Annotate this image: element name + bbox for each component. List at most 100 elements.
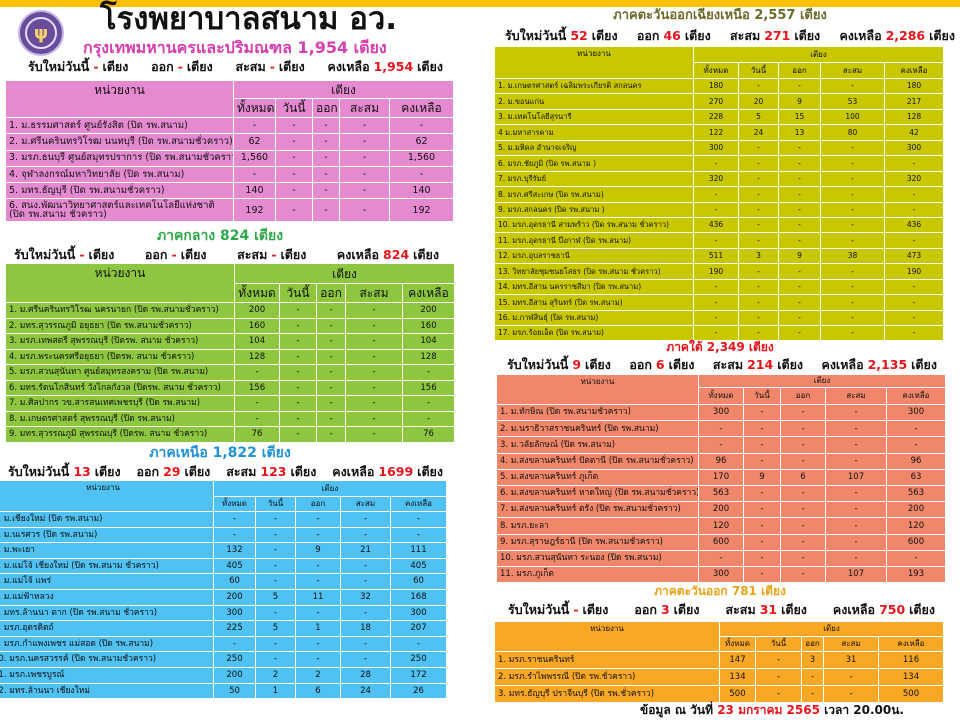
cell-today: - xyxy=(275,133,313,151)
cell-today: - xyxy=(755,668,802,686)
summary-new: รับใหม่วันนี้ 13 เตียง xyxy=(8,465,121,479)
cell-today: - xyxy=(279,333,317,350)
col-header-total: ทั้งหมด xyxy=(719,636,756,652)
summary-unit: เตียง xyxy=(781,602,807,617)
cell-today: - xyxy=(275,116,313,135)
logo: ψ xyxy=(18,10,64,56)
cell-name: 1. มรภ.ราชนครินทร์ xyxy=(494,651,720,669)
summary-out: ออก 29 เตียง xyxy=(136,465,210,479)
cell-total: 511 xyxy=(693,247,739,265)
summary-new: รับใหม่วันนี้ - เตียง xyxy=(508,603,608,617)
cell-cum: - xyxy=(820,170,885,188)
table-subheader-row: ทั้งหมด วันนี้ ออก สะสม คงเหลือ xyxy=(6,98,454,118)
cell-out: 15 xyxy=(778,108,821,126)
cell-total: 436 xyxy=(693,216,739,234)
cell-total: - xyxy=(698,549,744,567)
table-row: 7. ม.ศิลปากร วข.สารสนเทศเพชรบุรี (ปิด รพ… xyxy=(5,395,455,412)
cell-today: - xyxy=(743,565,781,584)
cell-name: 5. ม.มหิดล อำนาจเจริญ xyxy=(494,139,694,157)
cell-total: 192 xyxy=(233,198,276,223)
cell-total: - xyxy=(693,232,739,249)
col-header-today: วันนี้ xyxy=(755,636,802,652)
summary-unit: เตียง xyxy=(280,247,307,262)
table-row: 4. มรภ.พระนครศรีอยุธยา (ปิดรพ. สนาม ชั่ว… xyxy=(5,348,455,365)
cell-total: - xyxy=(693,186,739,203)
col-header-unit: หน่วยงาน xyxy=(496,374,699,405)
table-row: 2. ม.นราธิวาสราชนครินทร์ (ปิด รพ.สนาม) - -… xyxy=(496,420,947,438)
summary-unit: เตียง xyxy=(186,59,213,74)
cell-remain: 200 xyxy=(402,302,455,319)
summary-label: คงเหลือ xyxy=(832,602,876,617)
summary-unit: เตียง xyxy=(290,464,317,479)
table-row: 6. ม.สงขลานครินทร์ หาดใหญ่ (ปิด รพ.สนามช… xyxy=(496,484,947,503)
cell-total: 563 xyxy=(698,484,744,503)
col-header-remain: คงเหลือ xyxy=(389,496,448,512)
cell-cum: - xyxy=(345,410,403,427)
cell-name: 14. มทร.อีสาน นครราชสีมา (ปิด รพ.สนาม) xyxy=(494,278,694,296)
cell-today: 2 xyxy=(255,666,296,684)
table-row: 2. มทร.สุวรรณภูมิ อยุธยา (ปิด รพ.สนามชั่… xyxy=(5,317,455,334)
cell-name: 15. มทร.อีสาน สุรินทร์ (ปิด รพ.สนาม) xyxy=(494,294,694,311)
col-header-unit: หน่วยงาน xyxy=(494,46,694,79)
cell-cum: - xyxy=(820,139,885,157)
summary-label: คงเหลือ xyxy=(839,28,882,43)
cell-out: - xyxy=(780,565,826,584)
cell-out: - xyxy=(295,604,341,622)
cell-out: - xyxy=(316,410,346,427)
summary-label: คงเหลือ xyxy=(336,247,380,262)
table-row: 9. มรภ.สุราษฎร์ธานี (ปิด รพ.สนามชั่วคราว… xyxy=(496,533,947,551)
cell-out: 3 xyxy=(801,651,824,669)
cell-remain: 168 xyxy=(389,588,448,606)
cell-cum: 80 xyxy=(820,124,885,141)
summary-unit: เตียง xyxy=(102,59,129,74)
cell-name: 1. ม.ธรรมศาสตร์ ศูนย์รังสิต (ปิด รพ.สนาม… xyxy=(5,116,234,135)
cell-total: 600 xyxy=(698,533,744,551)
table-row: 9. มรภ.กำแพงเพชร แม่สอด (ปิด รพ.สนาม) - - -… xyxy=(0,635,448,653)
summary-unit: เตียง xyxy=(417,59,443,74)
cell-remain: - xyxy=(389,526,448,544)
summary-value: 214 xyxy=(747,357,774,372)
cell-today: - xyxy=(738,324,779,342)
cell-today: - xyxy=(279,379,317,396)
col-header-cum: สะสม xyxy=(345,283,403,303)
col-header-unit: หน่วยงาน xyxy=(5,80,234,118)
cell-name: 13. วิทยาลัยชุมชนยโสธร (ปิด รพ.สนาม ชั่ว… xyxy=(494,263,694,280)
cell-remain: 500 xyxy=(877,685,945,703)
summary-new: รับใหม่วันนี้ - เตียง xyxy=(14,248,114,262)
cell-remain: - xyxy=(389,635,448,653)
summary-label: รับใหม่วันนี้ xyxy=(28,59,90,74)
col-header-unit: หน่วยงาน xyxy=(5,263,235,303)
cell-total: 228 xyxy=(693,108,739,126)
cell-remain: - xyxy=(389,116,454,135)
region-summary-north: รับใหม่วันนี้ 13 เตียง ออก 29 เตียง สะสม 123 เตี… xyxy=(8,465,443,479)
cell-total: 122 xyxy=(693,124,739,141)
page-title: โรงพยาบาลสนาม อว. xyxy=(100,1,398,37)
cell-today: - xyxy=(279,426,317,443)
summary-unit: เตียง xyxy=(582,602,609,617)
footer-prefix: ข้อมูล ณ วันที่ xyxy=(640,703,714,717)
cell-today: 1 xyxy=(255,682,296,700)
cell-name: 7. มรภ.บุรีรัมย์ xyxy=(494,170,694,188)
cell-remain: 134 xyxy=(877,668,945,686)
col-header-cum: สะสม xyxy=(339,98,390,118)
cell-today: - xyxy=(738,278,779,296)
summary-label: รับใหม่วันนี้ xyxy=(505,28,567,43)
cell-cum: - xyxy=(339,133,390,151)
cell-today: 9 xyxy=(743,468,781,486)
cell-cum: - xyxy=(340,526,391,544)
cell-remain: 116 xyxy=(877,651,945,669)
cell-total: 250 xyxy=(213,651,256,668)
col-header-beds: เตียง xyxy=(697,374,947,388)
cell-cum: - xyxy=(825,517,887,535)
cell-today: - xyxy=(743,533,781,551)
cell-total: 76 xyxy=(234,426,280,443)
cell-out: - xyxy=(778,155,821,172)
summary-value: 31 xyxy=(759,602,778,617)
table-row: 3. มทร.ธัญบุรี ปราจีนบุรี (ปิด รพ.ชั่วคร… xyxy=(494,685,945,703)
summary-remain: คงเหลือ 1699 เตียง xyxy=(332,465,443,479)
summary-value: 2,135 xyxy=(867,357,908,372)
region-title-northeast: ภาคตะวันออกเฉียงเหนือ 2,557 เตียง xyxy=(613,8,827,23)
cell-name: 3. มรภ.เทพสตรี สุพรรณบุรี (ปิดรพ. สนาม ช… xyxy=(5,333,235,350)
